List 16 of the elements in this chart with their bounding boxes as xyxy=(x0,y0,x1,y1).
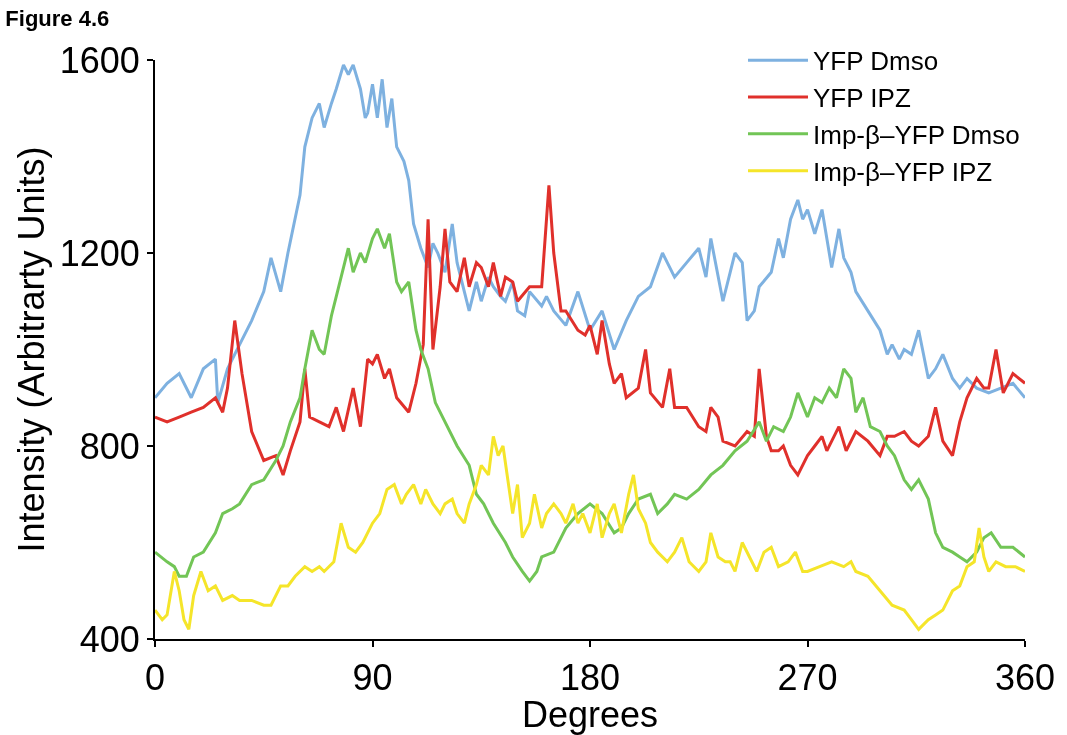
y-tick-label: 400 xyxy=(79,618,140,660)
legend-label: Imp-β–YFP Dmso xyxy=(813,119,1020,150)
line-series xyxy=(155,434,1025,631)
y-tick-label: 1600 xyxy=(59,39,140,81)
legend-label: YFP IPZ xyxy=(813,83,911,114)
y-tick-label: 1200 xyxy=(59,232,140,274)
y-tick-label: 800 xyxy=(79,425,140,467)
x-tick-label: 90 xyxy=(352,657,393,699)
line-series xyxy=(155,227,1025,583)
chart-title: Figure 4.6 xyxy=(5,6,110,32)
legend-label: Imp-β–YFP IPZ xyxy=(813,156,993,187)
x-tick-label: 360 xyxy=(994,657,1056,699)
x-tick-label: 0 xyxy=(144,657,166,699)
x-tick-label: 270 xyxy=(777,657,838,699)
y-axis-title: Intensity (Arbitrarty Units) xyxy=(11,146,53,553)
legend-label: YFP Dmso xyxy=(813,46,939,77)
